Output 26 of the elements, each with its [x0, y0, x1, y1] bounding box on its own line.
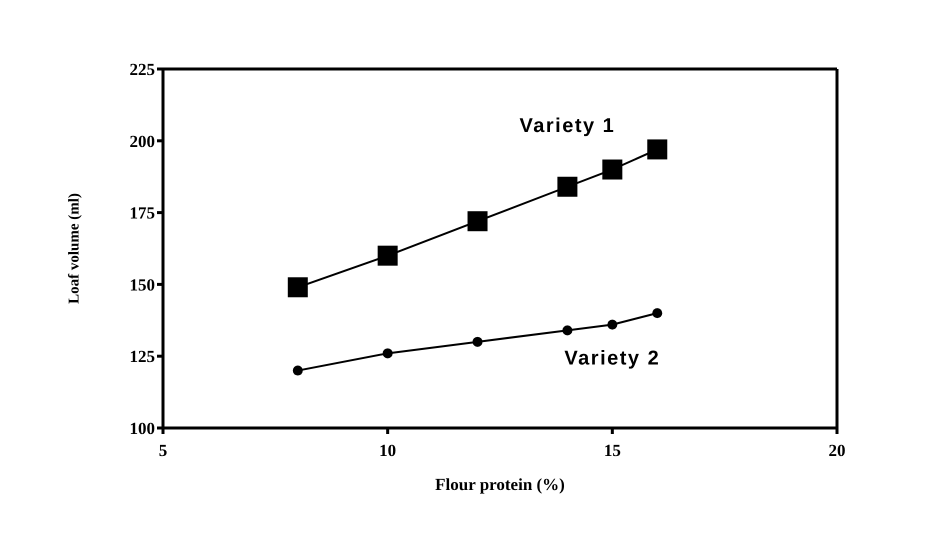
y-tick-label: 225 [130, 60, 155, 80]
x-tick-label: 15 [604, 441, 621, 460]
x-tick-label: 5 [158, 441, 168, 460]
y-tick-label: 175 [130, 204, 155, 223]
point [292, 366, 303, 376]
y-tick-label: 125 [130, 347, 155, 366]
point [602, 160, 622, 180]
point [472, 336, 483, 347]
y-tick-label: 100 [130, 419, 155, 438]
x-axis-title: Flour protein (%) [435, 475, 565, 494]
point [647, 139, 668, 160]
series-label: Variety 1 [520, 114, 616, 137]
point [557, 176, 578, 197]
point [288, 277, 308, 298]
y-axis-title: Loaf volume (ml) [66, 193, 82, 304]
point [652, 308, 662, 318]
point [382, 348, 393, 358]
point [562, 325, 572, 336]
point [468, 211, 488, 232]
x-tick-label: 10 [379, 441, 396, 460]
x-tick-label: 20 [828, 441, 846, 460]
series-label: Variety 2 [564, 348, 660, 370]
point [378, 246, 398, 266]
y-tick-label: 150 [130, 275, 155, 294]
y-tick-label: 200 [130, 132, 155, 151]
point [607, 320, 618, 330]
